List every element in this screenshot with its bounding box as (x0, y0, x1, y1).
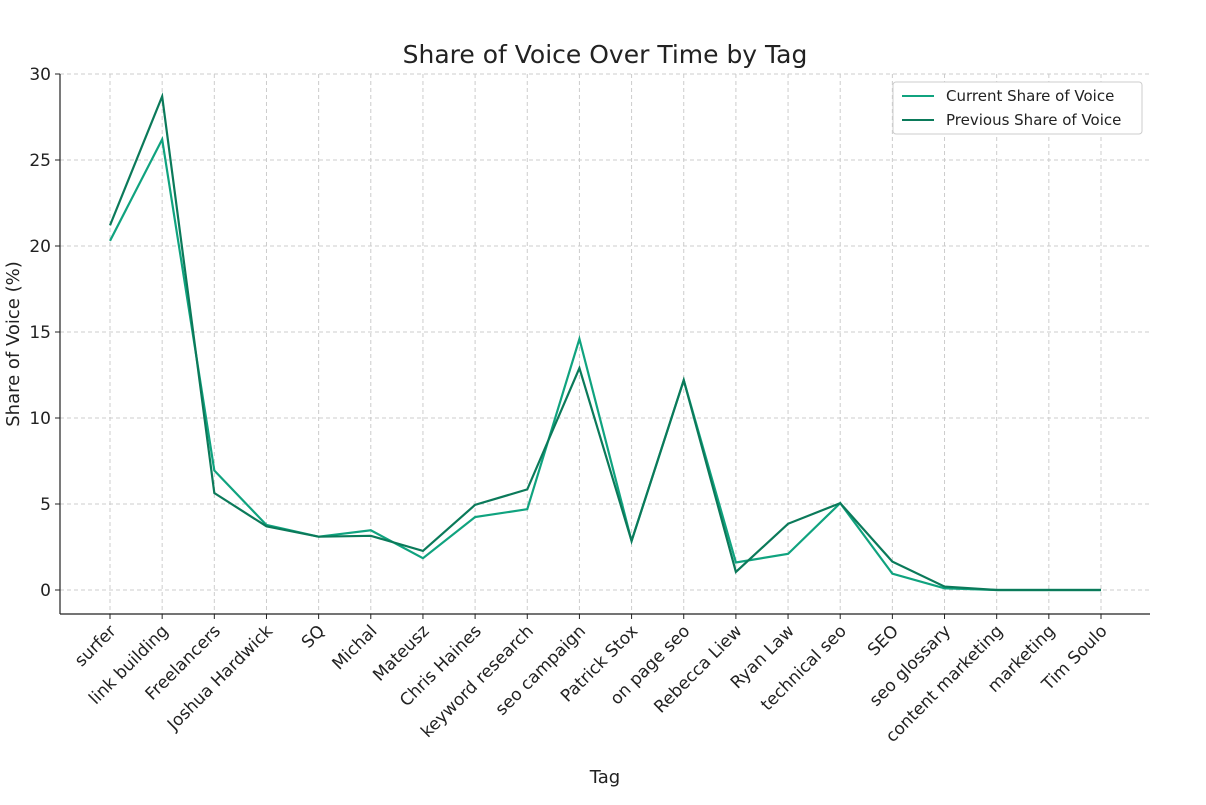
y-tick-label: 0 (40, 581, 51, 601)
y-tick-label: 10 (29, 409, 51, 429)
y-tick-label: 5 (40, 495, 51, 515)
legend: Current Share of Voice Previous Share of… (892, 81, 1143, 135)
series-line-previous (108, 92, 1101, 592)
y-tick-label: 20 (29, 237, 51, 257)
legend-label-previous: Previous Share of Voice (946, 111, 1121, 129)
x-tick-label: SEO (864, 621, 903, 660)
x-axis-label: Tag (589, 767, 620, 788)
legend-label-current: Current Share of Voice (946, 87, 1114, 105)
series-line-current (109, 135, 1101, 592)
y-axis-label: Share of Voice (%) (3, 261, 24, 427)
chart-title: Share of Voice Over Time by Tag (403, 40, 808, 69)
series-lines (108, 92, 1101, 592)
x-tick-label: SQ (298, 621, 329, 652)
y-tick-label: 30 (29, 65, 51, 85)
y-tick-label: 25 (29, 151, 51, 171)
grid (60, 73, 1150, 614)
y-tick-label: 15 (29, 323, 51, 343)
y-axis: 0 5 10 15 20 25 30 (29, 65, 60, 601)
x-tick-label: seo campaign (492, 621, 590, 719)
x-tick-label: surfer (71, 621, 121, 671)
